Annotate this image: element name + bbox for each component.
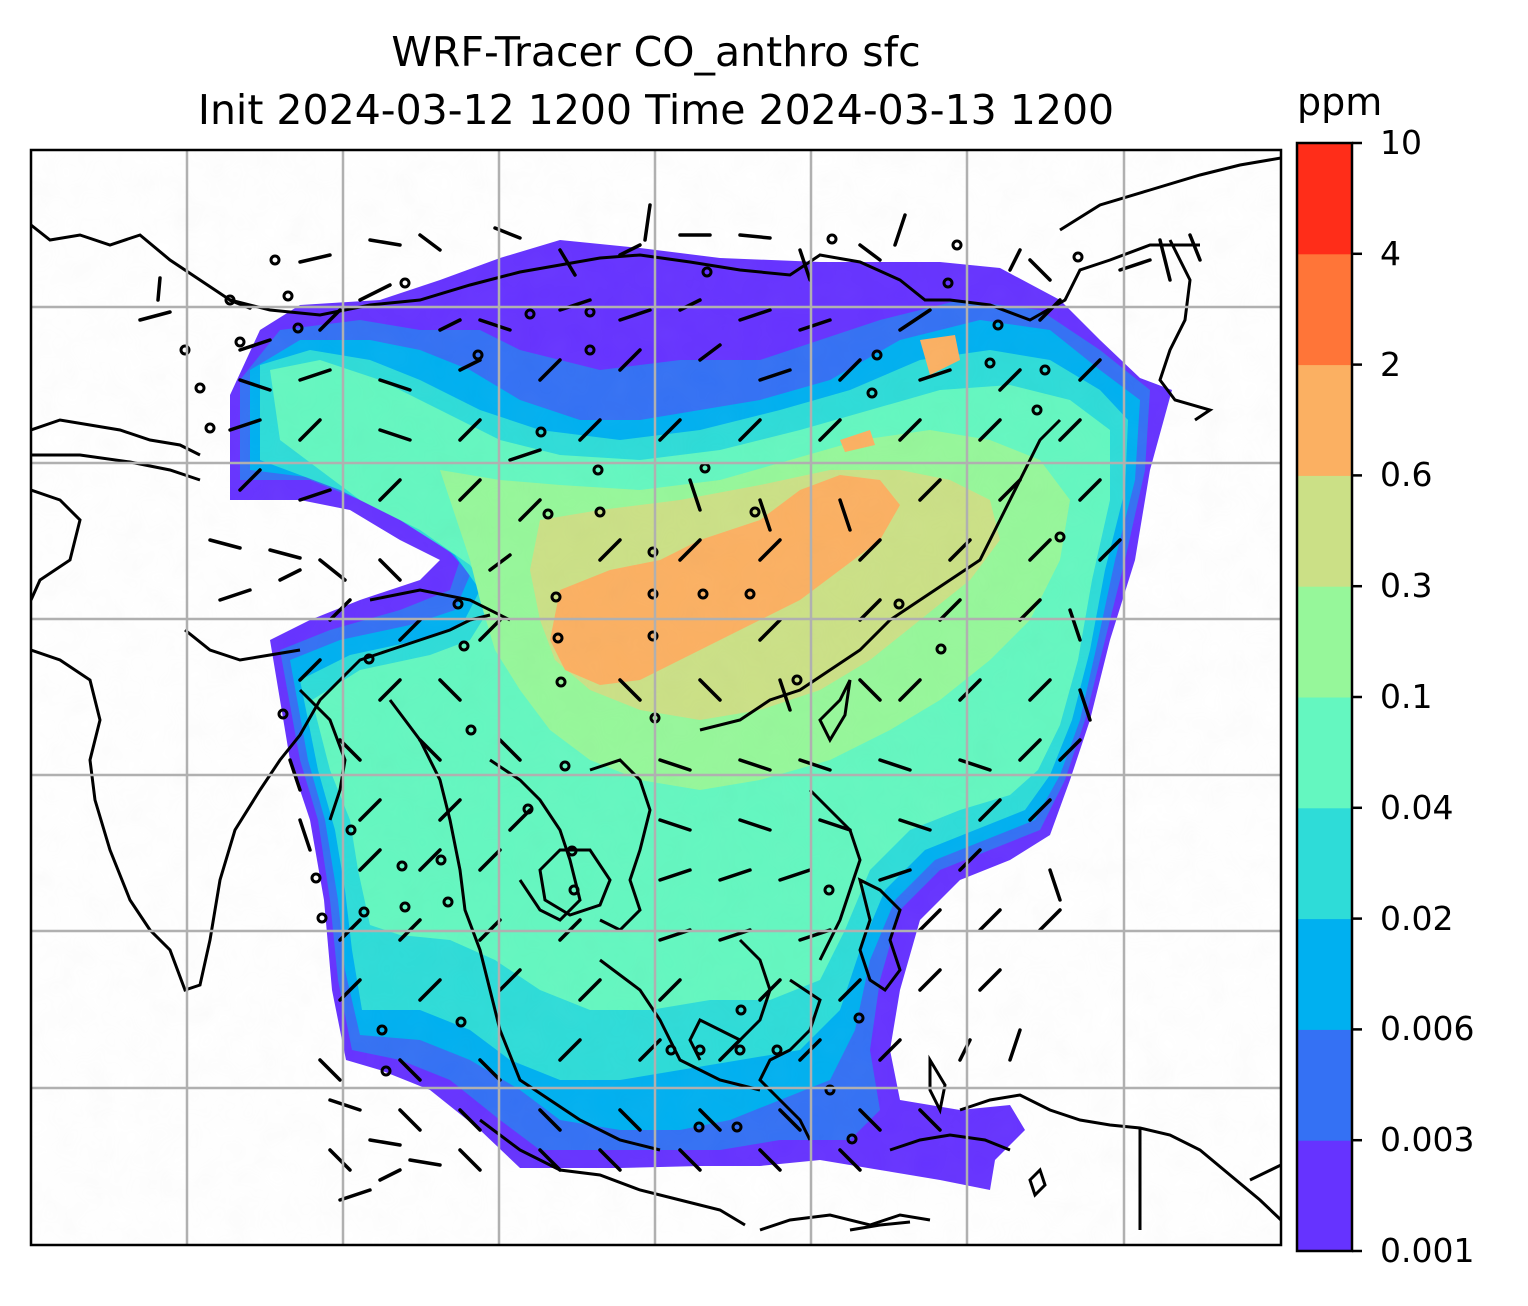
colorbar-tick-label: 0.02: [1380, 898, 1454, 938]
colorbar-tick-label: 0.04: [1380, 787, 1454, 827]
colorbar-segment: [1297, 586, 1352, 698]
map-frame: [29, 148, 1283, 1247]
colorbar-segment: [1297, 697, 1352, 809]
colorbar-tick-label: 2: [1380, 344, 1401, 384]
colorbar-segment: [1297, 143, 1352, 255]
colorbar-segment: [1297, 807, 1352, 920]
wind-barbs: [138, 203, 1202, 1202]
colorbar-tick-label: 0.3: [1380, 566, 1433, 606]
colorbar-segment: [1297, 1140, 1352, 1252]
colorbar-tick-label: 0.006: [1380, 1009, 1475, 1049]
colorbar-segment: [1297, 918, 1352, 1030]
colorbar-ticks: [1352, 141, 1362, 1253]
colorbar-segment: [1297, 475, 1352, 587]
colorbar: [1297, 143, 1352, 1252]
map-title-line-1: WRF-Tracer CO_anthro sfc: [391, 28, 921, 76]
colorbar-segment: [1297, 253, 1352, 366]
colorbar-tick-label: 10: [1380, 123, 1422, 162]
colorbar-tick-label: 0.001: [1380, 1231, 1475, 1270]
colorbar-tick-label: 0.003: [1380, 1120, 1475, 1160]
colorbar-tick-label: 0.1: [1380, 677, 1433, 716]
colorbar-unit-label: ppm: [1297, 80, 1383, 124]
gridlines: [31, 150, 1281, 1245]
colorbar-tick-label: 0.6: [1380, 455, 1433, 495]
colorbar-segment: [1297, 1029, 1352, 1141]
colorbar-tick-label: 4: [1380, 233, 1401, 273]
map-title-line-2: Init 2024-03-12 1200 Time 2024-03-13 120…: [197, 86, 1115, 134]
colorbar-segment: [1297, 364, 1352, 476]
